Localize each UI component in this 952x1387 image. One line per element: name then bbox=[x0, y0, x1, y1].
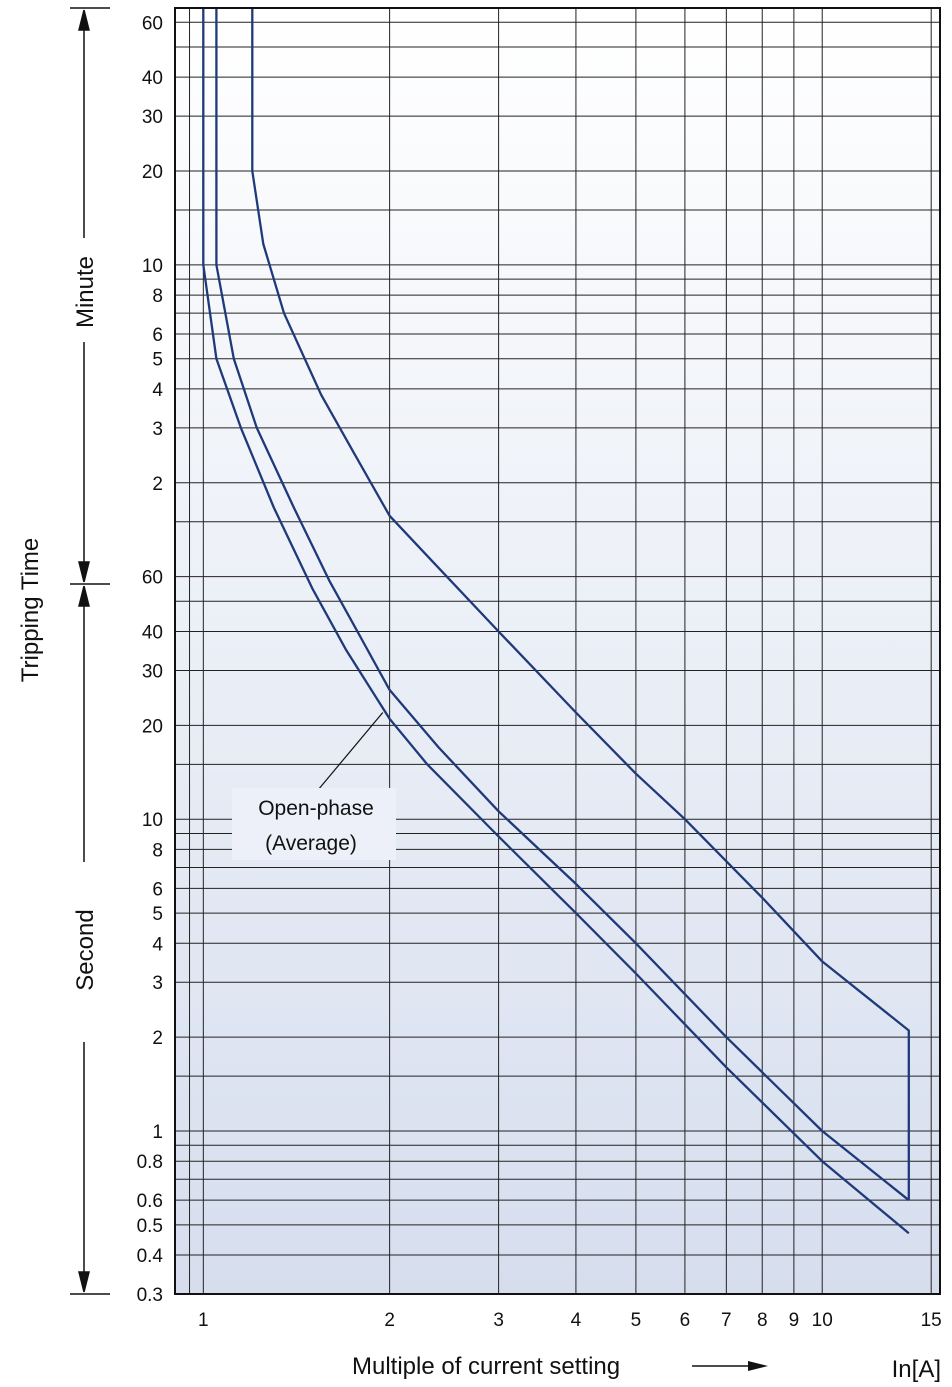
y-tick-label-seconds: 1 bbox=[152, 1122, 163, 1143]
y-tick-label-minutes: 30 bbox=[142, 107, 163, 128]
trip-curve-1 bbox=[202, 8, 910, 1235]
plot-area bbox=[175, 8, 940, 1294]
y-tick-label-seconds: 40 bbox=[142, 623, 163, 644]
y-tick-label-minutes: 40 bbox=[142, 68, 163, 89]
y-tick-label-minutes: 2 bbox=[152, 474, 163, 495]
y-tick-label-minutes: 3 bbox=[152, 419, 163, 440]
y-axis-title: Tripping Time bbox=[17, 538, 44, 683]
minute-arrow-down bbox=[78, 561, 90, 583]
x-tick-label: 7 bbox=[721, 1310, 732, 1331]
plot-frame bbox=[174, 7, 941, 1295]
y-tick-label-seconds: 0.5 bbox=[137, 1216, 163, 1237]
y-tick-label-minutes: 10 bbox=[142, 256, 163, 277]
x-tick-label: 8 bbox=[757, 1310, 768, 1331]
x-unit-label: In[A] bbox=[892, 1356, 941, 1383]
x-axis-title: Multiple of current setting bbox=[352, 1353, 620, 1380]
y-range-markers bbox=[70, 7, 110, 1295]
x-tick-label: 10 bbox=[812, 1310, 833, 1331]
second-arrow-down bbox=[78, 1271, 90, 1293]
x-tick-label: 9 bbox=[789, 1310, 800, 1331]
y-tick-label-seconds: 30 bbox=[142, 661, 163, 682]
y-tick-label-seconds: 5 bbox=[152, 904, 163, 925]
y-tick-label-seconds: 0.6 bbox=[137, 1191, 163, 1212]
x-tick-label: 6 bbox=[680, 1310, 691, 1331]
y-tick-label-seconds: 60 bbox=[142, 568, 163, 589]
y-tick-label-seconds: 0.4 bbox=[137, 1246, 164, 1267]
second-arrow-up bbox=[78, 585, 90, 607]
x-tick-label: 3 bbox=[493, 1310, 504, 1331]
y-tick-label-minutes: 5 bbox=[152, 350, 163, 371]
y-tick-label-seconds: 0.8 bbox=[137, 1152, 163, 1173]
y-tick-label-seconds: 20 bbox=[142, 716, 163, 737]
annotation-box bbox=[232, 788, 396, 860]
y-tick-label-seconds: 3 bbox=[152, 973, 163, 994]
trip-curve-3 bbox=[251, 8, 910, 1201]
y-tick-label-seconds: 8 bbox=[152, 840, 163, 861]
y-tick-labels: 0.3 0.4 0.5 0.6 0.8 1 2 3 4 5 6 8 10 20 30 40 60 2 3 4 5 6 8 10… bbox=[137, 13, 164, 1306]
curves bbox=[202, 8, 910, 1235]
x-tick-label: 1 bbox=[198, 1310, 209, 1331]
second-label: Second bbox=[72, 909, 99, 990]
y-tick-label-minutes: 4 bbox=[152, 380, 163, 401]
y-tick-label-minutes: 6 bbox=[152, 325, 163, 346]
x-tick-label: 2 bbox=[384, 1310, 395, 1331]
x-tick-label: 15 bbox=[921, 1310, 942, 1331]
minute-label: Minute bbox=[72, 256, 99, 328]
y-tick-label-minutes: 8 bbox=[152, 286, 163, 307]
y-tick-label-seconds: 10 bbox=[142, 810, 163, 831]
annotation-line1: Open-phase bbox=[258, 797, 374, 820]
x-tick-labels: 1 2 3 4 5 6 7 8 9 10 15 bbox=[198, 1310, 942, 1331]
y-tick-label-minutes: 20 bbox=[142, 162, 163, 183]
trip-curve-2 bbox=[215, 8, 910, 1202]
y-tick-label-minutes: 60 bbox=[142, 13, 163, 34]
y-tick-label-seconds: 4 bbox=[152, 934, 163, 955]
x-tick-label: 4 bbox=[571, 1310, 582, 1331]
minute-arrow-up bbox=[78, 9, 90, 31]
y-tick-label-seconds: 0.3 bbox=[137, 1285, 163, 1306]
x-tick-label: 5 bbox=[631, 1310, 642, 1331]
annotation-line2: (Average) bbox=[265, 832, 357, 855]
y-tick-label-seconds: 2 bbox=[152, 1028, 163, 1049]
annotation-leader bbox=[317, 712, 384, 791]
x-axis-arrow bbox=[692, 1361, 768, 1371]
y-tick-label-seconds: 6 bbox=[152, 879, 163, 900]
